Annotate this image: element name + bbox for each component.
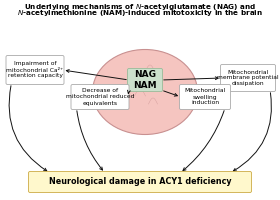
FancyBboxPatch shape	[71, 84, 129, 110]
FancyBboxPatch shape	[179, 84, 230, 110]
Ellipse shape	[92, 49, 197, 134]
Text: Neurological damage in ACY1 deficiency: Neurological damage in ACY1 deficiency	[49, 178, 231, 186]
Text: Mitochondrial
membrane potential
dissipation: Mitochondrial membrane potential dissipa…	[217, 70, 279, 86]
FancyBboxPatch shape	[6, 55, 64, 84]
Text: Underlying mechanisms of $\it{N}$-acetylglutamate (NAG) and: Underlying mechanisms of $\it{N}$-acetyl…	[24, 2, 256, 12]
Text: NAG
NAM: NAG NAM	[133, 70, 157, 90]
Text: Decrease of
mitochondrial reduced
equivalents: Decrease of mitochondrial reduced equiva…	[66, 88, 134, 106]
Text: Impairment of
mitochondrial Ca²⁺
retention capacity: Impairment of mitochondrial Ca²⁺ retenti…	[6, 62, 64, 78]
Text: Mitochondrial
swelling
induction: Mitochondrial swelling induction	[184, 88, 226, 106]
FancyBboxPatch shape	[29, 171, 251, 192]
Text: $\it{N}$-acetylmethionine (NAM)-induced mitotoxicity in the brain: $\it{N}$-acetylmethionine (NAM)-induced …	[17, 8, 263, 18]
FancyBboxPatch shape	[127, 68, 162, 92]
FancyBboxPatch shape	[221, 64, 276, 92]
